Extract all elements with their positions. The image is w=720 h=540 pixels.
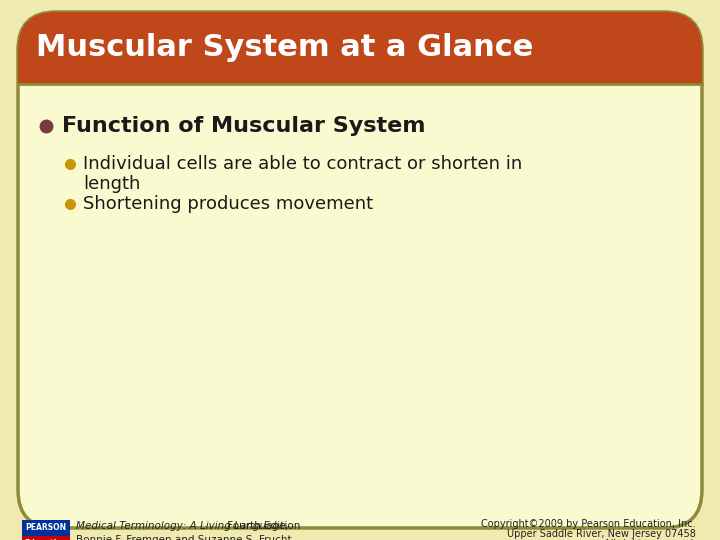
- Text: Upper Saddle River, New Jersey 07458: Upper Saddle River, New Jersey 07458: [507, 529, 696, 539]
- Bar: [22, 520, 70, 536]
- Text: Copyright©2009 by Pearson Education, Inc.: Copyright©2009 by Pearson Education, Inc…: [482, 519, 696, 529]
- FancyBboxPatch shape: [18, 12, 702, 84]
- Text: Fourth Edition: Fourth Edition: [224, 521, 300, 531]
- Text: length: length: [83, 175, 140, 193]
- Bar: [22, 536, 70, 540]
- Text: Medical Terminology: A Living Language,: Medical Terminology: A Living Language,: [76, 521, 289, 531]
- Text: PEARSON: PEARSON: [25, 523, 66, 532]
- Text: Function of Muscular System: Function of Muscular System: [62, 116, 426, 136]
- Bar: [18, 48, 702, 84]
- FancyBboxPatch shape: [18, 12, 702, 528]
- Text: Muscular System at a Glance: Muscular System at a Glance: [36, 33, 534, 63]
- Text: Individual cells are able to contract or shorten in: Individual cells are able to contract or…: [83, 155, 522, 173]
- Text: All rights reserved.: All rights reserved.: [604, 539, 696, 540]
- Text: Education: Education: [24, 538, 68, 540]
- Text: Bonnie F. Fremgen and Suzanne S. Frucht: Bonnie F. Fremgen and Suzanne S. Frucht: [76, 535, 292, 540]
- Text: Shortening produces movement: Shortening produces movement: [83, 195, 373, 213]
